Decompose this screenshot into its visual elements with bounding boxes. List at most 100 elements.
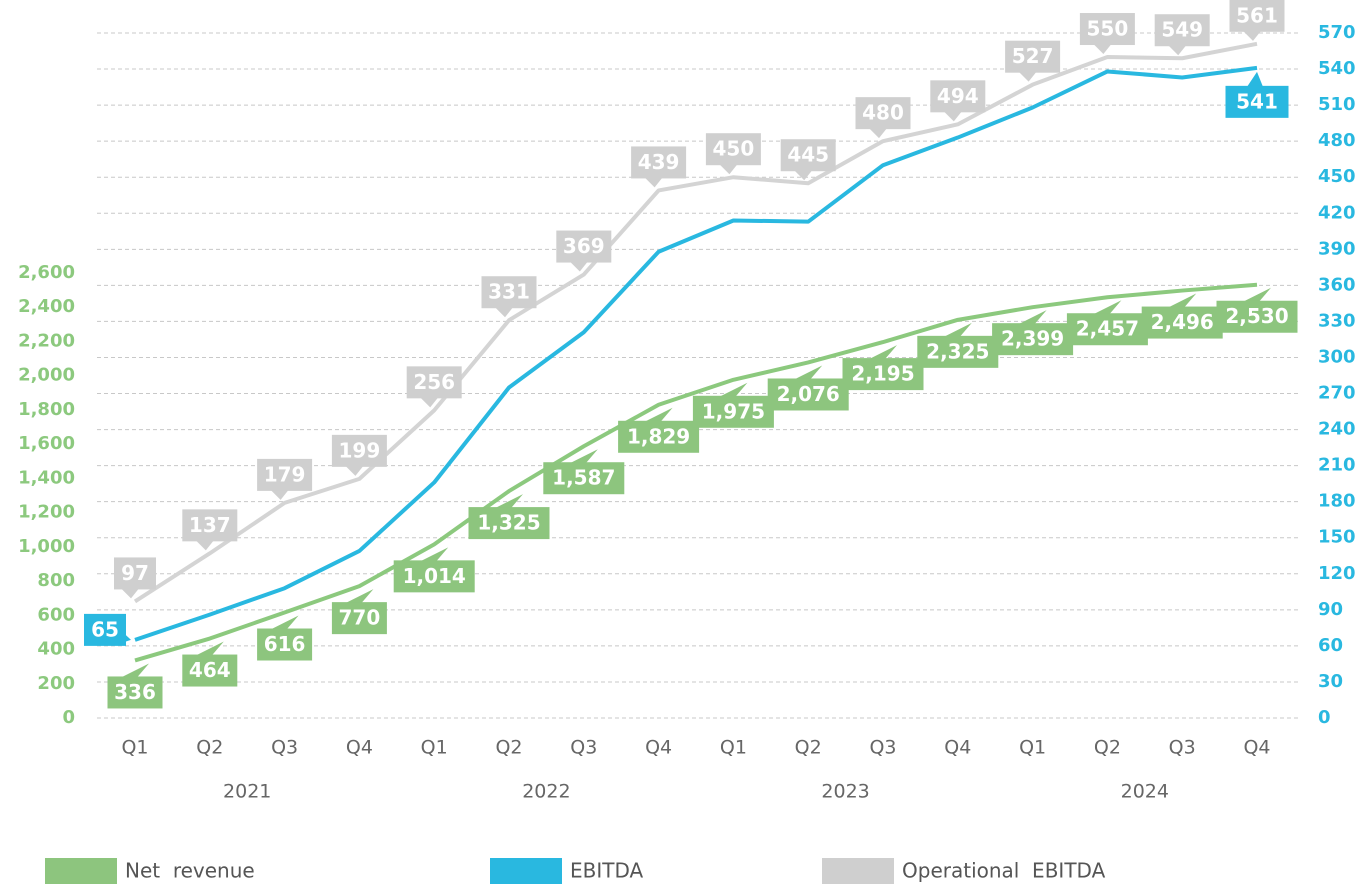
- y2-tick-label: 330: [1318, 310, 1356, 331]
- label-pointer: [1093, 300, 1122, 315]
- y2-tick-label: 570: [1318, 22, 1356, 43]
- data-label: 464: [189, 658, 231, 682]
- x-tick-label: Q2: [1094, 737, 1121, 759]
- line: [134, 65, 1258, 642]
- y2-tick-label: 210: [1318, 455, 1356, 476]
- y2-tick-label: 450: [1318, 166, 1356, 187]
- label-pointer: [420, 397, 439, 408]
- data-label: 2,530: [1225, 304, 1288, 328]
- line: [134, 282, 1258, 663]
- label-pointer: [420, 547, 449, 562]
- data-label: 1,325: [477, 511, 540, 535]
- x-tick-label: Q3: [570, 737, 597, 759]
- legend-swatch: [822, 858, 894, 884]
- data-label: 199: [339, 438, 381, 462]
- data-label: 2,076: [777, 382, 840, 406]
- data-label: 2,496: [1151, 310, 1214, 334]
- y2-tick-label: 300: [1318, 346, 1356, 367]
- data-label: 480: [862, 101, 904, 125]
- x-tick-label: Q3: [1169, 737, 1196, 759]
- data-label: 336: [114, 680, 156, 704]
- y2-tick-label: 360: [1318, 274, 1356, 295]
- label-box: [114, 557, 156, 590]
- data-label: 2,457: [1076, 317, 1139, 341]
- data-label: 494: [937, 84, 979, 108]
- data-label: 137: [189, 513, 231, 537]
- x-group-label: 2021: [223, 781, 271, 803]
- x-tick-label: Q3: [869, 737, 896, 759]
- label-box: [393, 560, 475, 593]
- label-pointer: [943, 322, 972, 337]
- data-label: 2,399: [1001, 327, 1064, 351]
- y-tick-label: 1,400: [18, 467, 75, 488]
- label-box: [692, 395, 774, 428]
- data-label: 2,325: [926, 339, 989, 363]
- label-box: [780, 139, 836, 172]
- x-tick-label: Q2: [795, 737, 822, 759]
- data-label: 770: [339, 606, 381, 630]
- label-box: [331, 434, 387, 467]
- data-label: 541: [1236, 89, 1278, 113]
- x-tick-label: Q1: [720, 737, 747, 759]
- label-pointer: [869, 128, 887, 139]
- y2-tick-label: 30: [1318, 671, 1343, 692]
- line: [133, 41, 1258, 604]
- y-tick-label: 1,800: [18, 399, 75, 420]
- label-box: [182, 509, 238, 542]
- y2-tick-label: 240: [1318, 419, 1356, 440]
- label-pointer: [345, 589, 374, 604]
- y2-tick-label: 150: [1318, 527, 1356, 548]
- data-label: 550: [1087, 17, 1129, 41]
- label-box: [618, 420, 700, 453]
- y2-tick-label: 60: [1318, 635, 1343, 656]
- data-label: 439: [638, 150, 680, 174]
- y2-tick-label: 90: [1318, 599, 1343, 620]
- label-box: [1229, 0, 1285, 32]
- label-pointer: [644, 407, 673, 422]
- label-pointer: [1093, 44, 1112, 55]
- label-pointer: [644, 177, 663, 188]
- data-label: 369: [563, 234, 605, 258]
- label-box: [1005, 40, 1061, 73]
- x-tick-label: Q1: [421, 737, 448, 759]
- label-pointer: [1168, 293, 1197, 308]
- y-tick-label: 2,400: [18, 296, 75, 317]
- label-box: [107, 676, 163, 709]
- data-label: 561: [1236, 3, 1278, 27]
- label-pointer: [719, 164, 738, 175]
- label-pointer: [345, 465, 364, 476]
- label-box: [1141, 306, 1223, 339]
- label-pointer: [495, 494, 523, 509]
- y2-tick-label: 120: [1318, 563, 1356, 584]
- legend-swatch: [490, 858, 562, 884]
- label-pointer: [195, 641, 224, 656]
- y2-tick-label: 480: [1318, 130, 1356, 151]
- label-box: [1154, 14, 1210, 47]
- data-label: 1,587: [552, 466, 615, 490]
- label-box: [767, 378, 849, 411]
- label-pointer: [270, 615, 299, 630]
- x-tick-label: Q3: [271, 737, 298, 759]
- label-box: [855, 97, 911, 130]
- label-box: [992, 323, 1074, 356]
- y-tick-label: 600: [37, 604, 75, 625]
- label-box: [1216, 300, 1298, 333]
- x-tick-label: Q2: [495, 737, 522, 759]
- y2-tick-label: 0: [1318, 707, 1331, 728]
- x-tick-label: Q1: [121, 737, 148, 759]
- data-label: 2,195: [851, 362, 914, 386]
- x-tick-label: Q4: [1243, 737, 1270, 759]
- y-tick-label: 800: [37, 570, 75, 591]
- label-pointer: [569, 261, 588, 272]
- data-label: 616: [264, 632, 306, 656]
- label-pointer: [1168, 45, 1187, 56]
- label-pointer: [943, 111, 962, 122]
- legend-label: EBITDA: [570, 859, 644, 883]
- label-pointer: [719, 382, 748, 397]
- y-tick-label: 200: [37, 673, 75, 694]
- label-pointer: [794, 365, 823, 380]
- label-box: [481, 276, 537, 309]
- data-label: 1,829: [627, 424, 690, 448]
- label-pointer: [794, 170, 813, 181]
- label-pointer: [1018, 310, 1047, 325]
